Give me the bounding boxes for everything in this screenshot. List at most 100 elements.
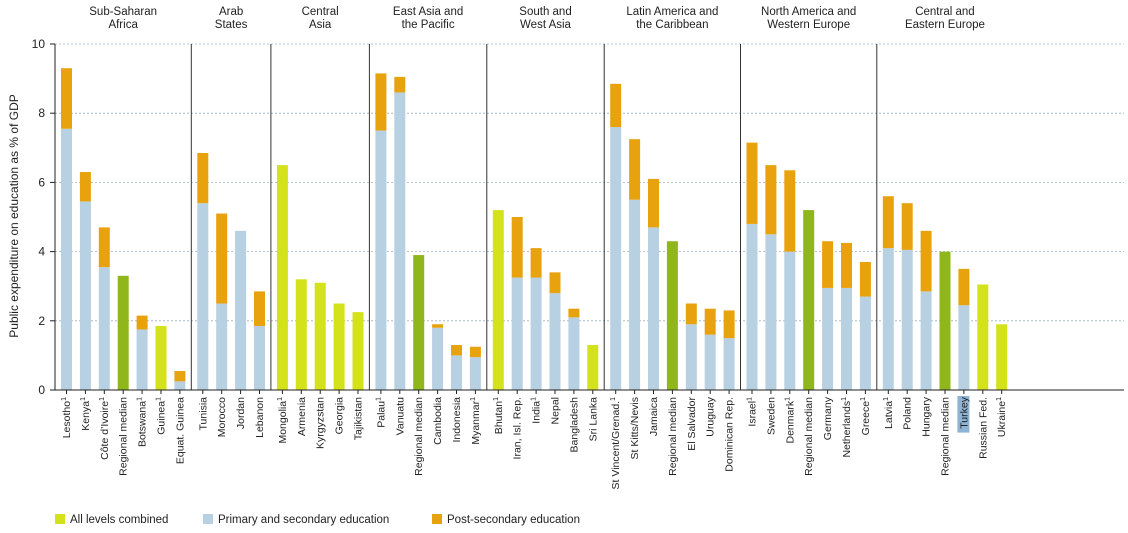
bar-primary-secondary bbox=[704, 334, 716, 390]
bar-post-secondary bbox=[920, 230, 932, 292]
bar-post-secondary bbox=[530, 248, 542, 278]
category-label: India1 bbox=[531, 397, 543, 424]
bar-regional-median bbox=[803, 210, 815, 390]
bar-regional-median bbox=[413, 255, 425, 390]
category-label: Sri Lanka bbox=[587, 397, 599, 442]
y-tick-label: 2 bbox=[38, 314, 45, 328]
category-label: Sweden bbox=[765, 397, 777, 435]
legend-swatch bbox=[203, 514, 213, 524]
category-label: Russian Fed. bbox=[977, 397, 989, 459]
bar-post-secondary bbox=[568, 308, 580, 318]
bar-regional-median bbox=[117, 275, 129, 390]
y-tick-label: 6 bbox=[38, 175, 45, 189]
bar-primary-secondary bbox=[451, 355, 462, 390]
category-label: Nepal bbox=[550, 397, 562, 424]
bar-primary-secondary bbox=[822, 287, 834, 390]
region-title: Western Europe bbox=[767, 19, 850, 31]
category-label: Botswana1 bbox=[137, 397, 149, 447]
bar-primary-secondary bbox=[723, 338, 735, 390]
bar-post-secondary bbox=[61, 68, 72, 129]
bar-post-secondary bbox=[629, 139, 641, 200]
bar-post-secondary bbox=[958, 268, 970, 306]
bar-post-secondary bbox=[136, 315, 148, 330]
bar-all-levels bbox=[276, 165, 288, 390]
region-title: Central and bbox=[915, 6, 974, 18]
bar-post-secondary bbox=[511, 217, 523, 278]
bar-post-secondary bbox=[648, 178, 659, 228]
category-label: Côte d’Ivoire1 bbox=[99, 397, 111, 460]
category-label: Guinea1 bbox=[156, 397, 168, 435]
bar-primary-secondary bbox=[61, 128, 72, 390]
bar-post-secondary bbox=[704, 308, 716, 335]
y-tick-label: 10 bbox=[32, 37, 46, 51]
bar-post-secondary bbox=[394, 76, 406, 93]
category-label: Bangladesh bbox=[568, 397, 580, 453]
category-label: Kyrgyzstan bbox=[315, 397, 327, 449]
bar-post-secondary bbox=[197, 152, 209, 204]
category-label: Dominican Rep. bbox=[724, 397, 736, 472]
category-label: Lebanon bbox=[254, 397, 266, 438]
bar-primary-secondary bbox=[920, 291, 932, 390]
bar-post-secondary bbox=[610, 83, 622, 128]
category-label: El Salvador bbox=[686, 397, 698, 451]
bar-primary-secondary bbox=[841, 287, 852, 390]
region-title: States bbox=[215, 19, 248, 31]
bar-post-secondary bbox=[882, 196, 894, 249]
category-label: Vanuatu bbox=[394, 397, 406, 435]
category-label: Cambodia bbox=[432, 397, 444, 445]
bar-all-levels bbox=[996, 324, 1008, 390]
bar-primary-secondary bbox=[784, 251, 796, 390]
category-label: Regional median bbox=[940, 397, 952, 476]
bar-primary-secondary bbox=[648, 227, 659, 390]
bar-all-levels bbox=[155, 325, 167, 390]
category-label: Lesotho1 bbox=[61, 397, 73, 438]
bar-primary-secondary bbox=[568, 317, 580, 390]
bar-post-secondary bbox=[375, 73, 387, 131]
bar-post-secondary bbox=[216, 213, 228, 304]
bar-post-secondary bbox=[841, 242, 852, 288]
bar-primary-secondary bbox=[98, 267, 110, 390]
bar-primary-secondary bbox=[511, 277, 523, 390]
bars bbox=[61, 68, 1008, 390]
bar-primary-secondary bbox=[549, 293, 561, 390]
category-label: Tunisia bbox=[197, 397, 209, 431]
legend-swatch bbox=[55, 514, 65, 524]
bar-primary-secondary bbox=[197, 203, 209, 390]
bar-post-secondary bbox=[79, 172, 91, 202]
bar-post-secondary bbox=[746, 142, 758, 224]
bar-post-secondary bbox=[765, 165, 777, 235]
region-title: the Pacific bbox=[402, 19, 455, 31]
bar-post-secondary bbox=[432, 324, 444, 328]
category-label: Hungary bbox=[921, 396, 933, 436]
category-label: Armenia bbox=[296, 397, 308, 436]
y-tick-label: 0 bbox=[38, 383, 45, 397]
category-label: Latvia1 bbox=[883, 397, 895, 429]
bar-all-levels bbox=[492, 210, 504, 390]
category-label: Georgia bbox=[334, 397, 346, 435]
bar-primary-secondary bbox=[629, 199, 641, 390]
bar-primary-secondary bbox=[882, 248, 894, 390]
category-label: Uruguay bbox=[705, 396, 717, 436]
y-tick-label: 4 bbox=[38, 245, 45, 259]
category-label: Ukraine1 bbox=[996, 397, 1008, 437]
category-label: St Vincent/Grenad.1 bbox=[610, 397, 622, 490]
bar-primary-secondary bbox=[254, 325, 265, 390]
region-title: the Caribbean bbox=[636, 19, 708, 31]
y-tick-label: 8 bbox=[38, 106, 45, 120]
bar-all-levels bbox=[314, 282, 326, 390]
category-label: Kenya1 bbox=[80, 397, 92, 431]
bar-primary-secondary bbox=[432, 327, 444, 390]
region-title: Asia bbox=[309, 19, 332, 31]
region-title: Arab bbox=[219, 6, 243, 18]
y-axis-label: Public expenditure on education as % of … bbox=[7, 94, 21, 337]
bar-post-secondary bbox=[685, 303, 697, 325]
region-title: West Asia bbox=[520, 19, 572, 31]
bar-primary-secondary bbox=[174, 381, 186, 390]
bar-primary-secondary bbox=[765, 234, 777, 390]
bar-post-secondary bbox=[98, 227, 110, 268]
category-label: Jamaica bbox=[648, 397, 660, 436]
category-label: Germany bbox=[822, 396, 834, 440]
bar-primary-secondary bbox=[859, 296, 871, 390]
legend-label: Post-secondary education bbox=[447, 514, 580, 526]
